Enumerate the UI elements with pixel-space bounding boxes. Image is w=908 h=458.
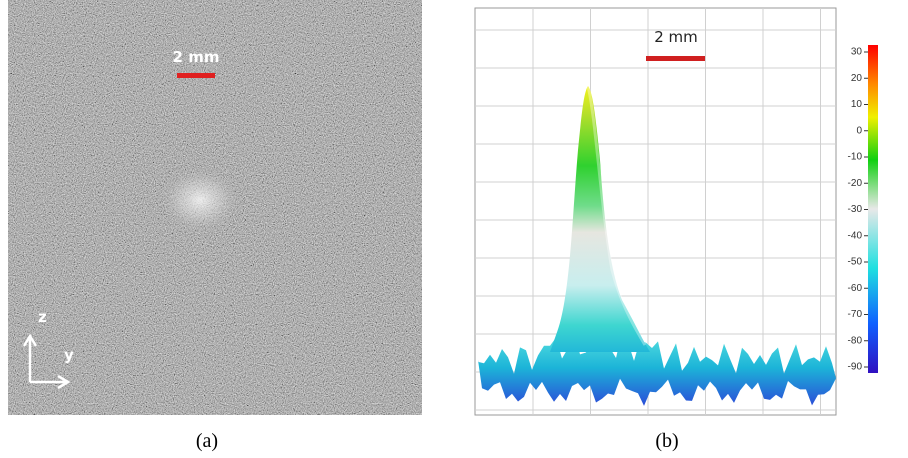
y-label: y: [64, 346, 74, 364]
colorbar-tick-label: -50: [848, 257, 863, 268]
colorbar-tick-label: 10: [851, 99, 863, 110]
colorbar-tick-label: -80: [848, 335, 863, 346]
colorbar-tick-label: 0: [856, 125, 862, 136]
colorbar-tick-label: -10: [848, 152, 863, 163]
z-arrow: [22, 333, 38, 382]
colorbar-tick-label: 20: [851, 73, 863, 84]
panel-b: 2 mm: [474, 7, 837, 416]
scale-bar: [646, 56, 705, 61]
caption-a: (a): [196, 430, 218, 452]
scale-bar-label: 2 mm: [654, 28, 698, 46]
caption-b: (b): [655, 430, 678, 452]
scale-bar: [177, 73, 215, 78]
axis-arrows: [22, 333, 71, 390]
colorbar-tick-label: -90: [848, 362, 863, 373]
peak-highlight: [586, 85, 647, 346]
noise-floor: [478, 329, 836, 406]
z-label: z: [38, 308, 47, 326]
peak-surface: [550, 86, 650, 352]
colorbar-gradient: [868, 45, 878, 373]
colorbar: 30 20 10 0 -10 -20 -30 -40 -50 -60 -70 -80 -90: [848, 45, 878, 373]
colorbar-tick-label: -70: [848, 309, 863, 320]
colorbar-tick-label: -20: [848, 178, 863, 189]
panel-a: 2 mm z y: [8, 0, 422, 415]
colorbar-tick-label: -40: [848, 230, 863, 241]
y-arrow: [30, 374, 71, 390]
colorbar-tick-label: -30: [848, 204, 863, 215]
bright-spot: [158, 166, 242, 234]
colorbar-tick-label: -60: [848, 283, 863, 294]
colorbar-tick-label: 30: [851, 47, 863, 58]
scale-bar-label: 2 mm: [173, 48, 220, 66]
